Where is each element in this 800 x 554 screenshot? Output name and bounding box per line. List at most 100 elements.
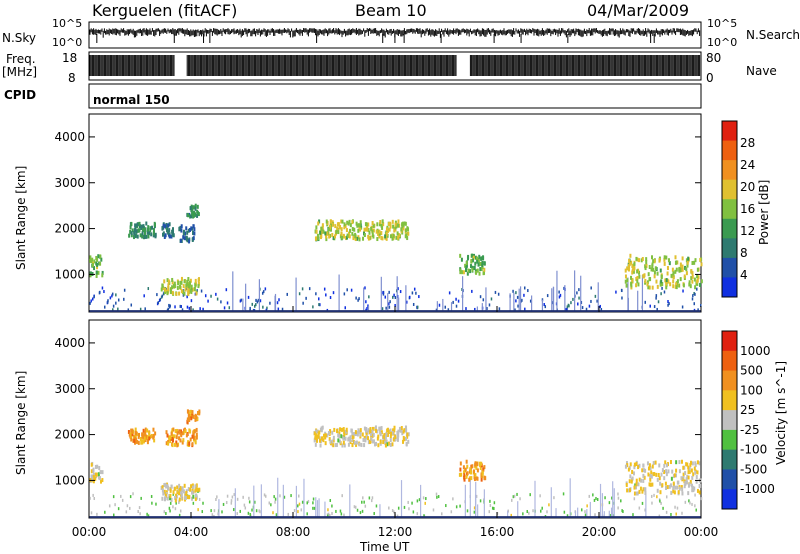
echo-cell bbox=[652, 461, 655, 466]
echo-cell bbox=[166, 278, 169, 283]
echo-cell bbox=[664, 481, 667, 486]
scatter-cell bbox=[198, 497, 201, 501]
scatter-cell bbox=[89, 496, 91, 500]
scatter-cell bbox=[661, 286, 663, 290]
echo-cell bbox=[386, 432, 389, 437]
scatter-cell bbox=[412, 302, 415, 306]
echo-cell bbox=[187, 228, 190, 233]
echo-cell bbox=[192, 236, 195, 241]
ytick-label: 1000 bbox=[54, 473, 85, 487]
echo-cell bbox=[383, 436, 386, 441]
scatter-cell bbox=[192, 501, 195, 505]
scatter-cell bbox=[169, 304, 171, 308]
streak-cell bbox=[519, 286, 522, 312]
echo-cell bbox=[99, 261, 102, 266]
echo-cell bbox=[187, 288, 190, 293]
streak-cell bbox=[564, 285, 566, 312]
echo-cell bbox=[371, 429, 374, 434]
echo-cell bbox=[338, 431, 341, 436]
echo-cell bbox=[347, 233, 350, 238]
colorbar-tick-label: 4 bbox=[740, 268, 748, 282]
echo-cell bbox=[170, 234, 173, 239]
scatter-cell bbox=[611, 496, 613, 500]
echo-cell bbox=[195, 483, 198, 488]
echo-cell bbox=[687, 491, 690, 496]
echo-cell bbox=[699, 257, 702, 262]
streak-cell bbox=[551, 288, 553, 312]
streak-cell bbox=[556, 270, 558, 312]
echo-cell bbox=[147, 225, 150, 230]
echo-cell bbox=[194, 417, 197, 422]
echo-cell bbox=[197, 277, 200, 282]
scatter-cell bbox=[425, 497, 427, 501]
colorbar-swatch bbox=[722, 390, 737, 411]
echo-cell bbox=[332, 438, 335, 443]
echo-cell bbox=[681, 491, 684, 496]
echo-cell bbox=[695, 475, 698, 480]
echo-cell bbox=[376, 222, 379, 227]
echo-cell bbox=[191, 410, 194, 415]
echo-cell bbox=[696, 460, 699, 465]
echo-cell bbox=[480, 473, 483, 478]
streak-cell bbox=[577, 507, 579, 518]
echo-cell bbox=[666, 266, 669, 271]
scatter-cell bbox=[255, 509, 258, 513]
scatter-cell bbox=[181, 308, 184, 312]
echo-cell bbox=[165, 441, 168, 446]
echo-cell bbox=[174, 495, 177, 500]
streak-cell bbox=[483, 489, 485, 518]
echo-cell bbox=[354, 234, 357, 239]
echo-cell bbox=[337, 230, 340, 235]
ytick-label: 2000 bbox=[54, 222, 85, 236]
echo-cell bbox=[325, 219, 328, 224]
scatter-cell bbox=[396, 514, 399, 518]
echo-cell bbox=[635, 256, 638, 261]
streak-cell bbox=[550, 487, 552, 518]
echo-cell bbox=[352, 432, 355, 437]
echo-cell bbox=[360, 442, 363, 447]
echo-cell bbox=[174, 498, 177, 503]
echo-cell bbox=[313, 438, 316, 443]
echo-cell bbox=[380, 430, 383, 435]
echo-cell bbox=[657, 472, 660, 477]
echo-cell bbox=[694, 285, 697, 290]
scatter-cell bbox=[269, 301, 271, 305]
scatter-cell bbox=[281, 307, 284, 311]
echo-cell bbox=[137, 440, 140, 445]
echo-cell bbox=[642, 463, 645, 468]
echo-cell bbox=[483, 261, 486, 266]
echo-cell bbox=[699, 282, 702, 287]
echo-cell bbox=[190, 289, 193, 294]
echo-cell bbox=[186, 230, 189, 235]
echo-cell bbox=[465, 261, 468, 266]
scatter-cell bbox=[140, 496, 142, 500]
echo-cell bbox=[317, 434, 320, 439]
scatter-cell bbox=[357, 298, 359, 302]
echo-cell bbox=[382, 222, 385, 227]
scatter-cell bbox=[564, 308, 567, 312]
echo-cell bbox=[643, 475, 646, 480]
echo-cell bbox=[638, 477, 641, 482]
echo-cell bbox=[626, 488, 629, 493]
echo-cell bbox=[659, 282, 662, 287]
echo-cell bbox=[134, 427, 137, 432]
xtick-label: 08:00 bbox=[276, 525, 311, 539]
echo-cell bbox=[180, 495, 183, 500]
scatter-cell bbox=[127, 308, 130, 312]
echo-cell bbox=[645, 263, 648, 268]
echo-cell bbox=[135, 229, 138, 234]
streak-cell bbox=[274, 293, 277, 312]
scatter-cell bbox=[202, 501, 204, 505]
echo-cell bbox=[130, 428, 133, 433]
echo-cell bbox=[178, 483, 181, 488]
echo-cell bbox=[656, 284, 659, 289]
scatter-cell bbox=[340, 512, 343, 516]
echo-cell bbox=[472, 255, 475, 260]
echo-cell bbox=[193, 286, 196, 291]
streak-cell bbox=[398, 297, 400, 312]
scatter-cell bbox=[192, 308, 194, 312]
scatter-cell bbox=[684, 500, 687, 504]
scatter-cell bbox=[667, 299, 669, 303]
echo-cell bbox=[392, 437, 395, 442]
streak-cell bbox=[645, 492, 647, 518]
